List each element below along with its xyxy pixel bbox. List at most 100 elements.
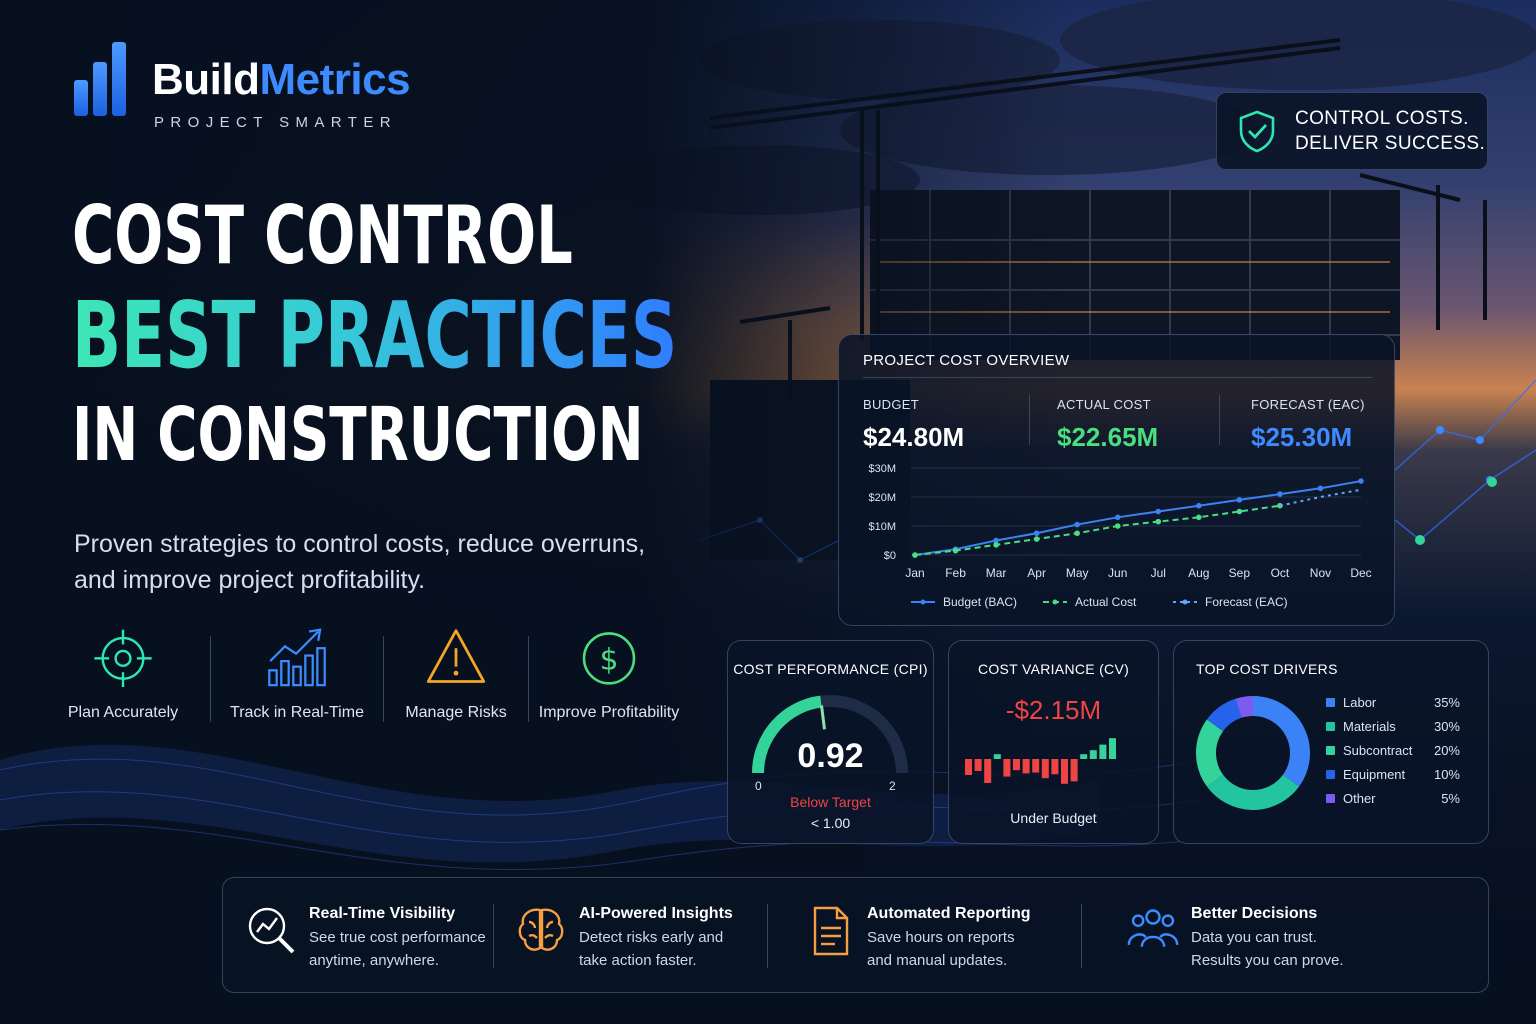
data-point — [993, 537, 999, 544]
data-point — [1317, 485, 1324, 492]
benefit-title: Real-Time Visibility — [309, 905, 456, 922]
features-row: Plan Accurately Track in Real-Time Manag… — [52, 626, 689, 722]
team-icon — [1127, 909, 1179, 947]
cpi-status: Below Target — [790, 794, 871, 810]
benefit-title: Better Decisions — [1191, 905, 1318, 922]
legend-item: Actual Cost — [1043, 595, 1137, 609]
kpi-actual-label: ACTUAL COST — [1057, 397, 1151, 412]
subtitle-line-1: Proven strategies to control costs, redu… — [74, 530, 646, 558]
data-point — [1196, 514, 1202, 521]
x-tick-label: May — [1066, 566, 1089, 580]
cv-bar — [1032, 759, 1040, 773]
donut-slice-equipment — [1206, 698, 1243, 732]
benefit-desc-line-2: Results you can prove. — [1191, 952, 1344, 969]
feature-divider — [383, 636, 384, 722]
data-point — [952, 547, 959, 554]
kpi-budget-value: $24.80M — [863, 422, 965, 452]
legend-swatch — [1326, 722, 1335, 731]
brand-tagline: PROJECT SMARTER — [154, 114, 397, 131]
bar-chart-logo-icon — [74, 42, 126, 116]
legend-label: Actual Cost — [1075, 595, 1137, 609]
brand: BuildMetrics PROJECT SMARTER — [72, 40, 411, 131]
benefit-desc-line-1: Save hours on reports — [867, 929, 1015, 946]
benefit-ai-insights: AI-Powered Insights Detect risks early a… — [515, 902, 733, 972]
legend-swatch — [1326, 698, 1335, 707]
cv-title: COST VARIANCE (CV) — [977, 661, 1130, 677]
feature-label: Improve Profitability — [538, 704, 680, 721]
brain-icon — [518, 908, 564, 951]
feature-improve-profitability: $ Improve Profitability — [529, 626, 689, 722]
benefit-divider — [493, 904, 494, 968]
cost-drivers-panel: TOP COST DRIVERS Labor 35% Materials 30%… — [1173, 640, 1489, 844]
overview-title: PROJECT COST OVERVIEW — [863, 352, 1070, 369]
badge-line-1: CONTROL COSTS. — [1295, 108, 1469, 129]
cv-bar — [1080, 754, 1088, 759]
cpi-max-label: 2 — [889, 779, 896, 793]
kpi-forecast-label: FORECAST (EAC) — [1251, 397, 1365, 412]
driver-name: Other — [1343, 791, 1376, 806]
legend-swatch — [1326, 746, 1335, 755]
cv-bar — [1061, 759, 1068, 784]
warning-icon — [426, 629, 486, 683]
overview-divider — [863, 377, 1372, 378]
cv-caption: Under Budget — [1010, 810, 1097, 826]
kpi-budget-label: BUDGET — [863, 397, 919, 412]
cost-trend-chart: $0 $10M $20M $30M Jan Feb Mar Apr May Jun Jul Aug Se… — [868, 463, 1371, 609]
benefit-automated-reporting: Automated Reporting Save hours on report… — [803, 902, 1031, 972]
drivers-title: TOP COST DRIVERS — [1196, 661, 1338, 677]
driver-name: Materials — [1343, 719, 1396, 734]
x-tick-label: Mar — [986, 566, 1007, 580]
feature-label: Manage Risks — [405, 704, 507, 721]
headline-line-2: BEST PRACTICES — [72, 282, 678, 389]
feature-plan-accurately: Plan Accurately — [52, 626, 194, 722]
cpi-min-label: 0 — [755, 779, 762, 793]
badge-line-2: DELIVER SUCCESS. — [1295, 133, 1486, 154]
driver-row-subcontract: Subcontract 20% — [1326, 743, 1460, 758]
feature-track-real-time: Track in Real-Time — [211, 626, 383, 722]
cv-bar — [1003, 759, 1011, 777]
driver-pct: 30% — [1433, 719, 1460, 734]
cv-bar — [1089, 750, 1097, 759]
x-tick-label: Jul — [1151, 566, 1166, 580]
data-point — [1277, 491, 1283, 497]
trending-chart-icon — [268, 628, 326, 687]
x-tick-label: Apr — [1027, 566, 1046, 580]
cv-bar — [965, 759, 972, 775]
data-point — [1074, 521, 1080, 528]
benefit-better-decisions: Better Decisions Data you can trust. Res… — [1127, 902, 1344, 972]
driver-pct: 10% — [1433, 767, 1460, 782]
benefit-title: Automated Reporting — [867, 905, 1031, 922]
shield-check-icon — [1239, 110, 1275, 153]
donut-slice-labor — [1252, 696, 1310, 787]
document-icon — [813, 906, 849, 956]
cv-bar — [1099, 744, 1107, 759]
cv-value: -$2.15M — [1005, 695, 1102, 725]
legend-item: Forecast (EAC) — [1173, 595, 1288, 609]
benefit-desc-line-2: and manual updates. — [867, 952, 1008, 969]
legend-marker — [1052, 599, 1058, 605]
cv-bar-chart — [965, 738, 1116, 784]
donut-slice-other — [1235, 696, 1254, 718]
headline-line-1: COST CONTROL — [72, 189, 573, 282]
data-point — [912, 552, 918, 558]
legend-label: Forecast (EAC) — [1205, 595, 1288, 609]
feature-label: Track in Real-Time — [230, 704, 364, 721]
benefit-real-time-visibility: Real-Time Visibility See true cost perfo… — [245, 902, 486, 972]
feature-label: Plan Accurately — [67, 704, 179, 721]
x-tick-label: Aug — [1188, 566, 1209, 580]
donut-slice-subcontract — [1196, 719, 1224, 787]
benefit-desc-line-1: See true cost performance — [309, 929, 486, 946]
y-tick-label: $10M — [868, 521, 896, 533]
legend-swatch — [1326, 770, 1335, 779]
kpi-divider — [1219, 395, 1220, 445]
cpi-value: 0.92 — [797, 737, 864, 775]
cv-bar — [974, 759, 982, 771]
cv-bar — [1022, 759, 1030, 774]
cost-variance-panel: COST VARIANCE (CV) -$2.15M Under Budget — [948, 640, 1159, 844]
data-point — [1114, 523, 1121, 529]
data-point — [1074, 530, 1080, 537]
drivers-donut-chart — [1196, 696, 1310, 810]
series-line-actual-cost — [914, 504, 1281, 556]
cv-bar — [1051, 759, 1059, 775]
legend-marker — [1182, 599, 1188, 605]
